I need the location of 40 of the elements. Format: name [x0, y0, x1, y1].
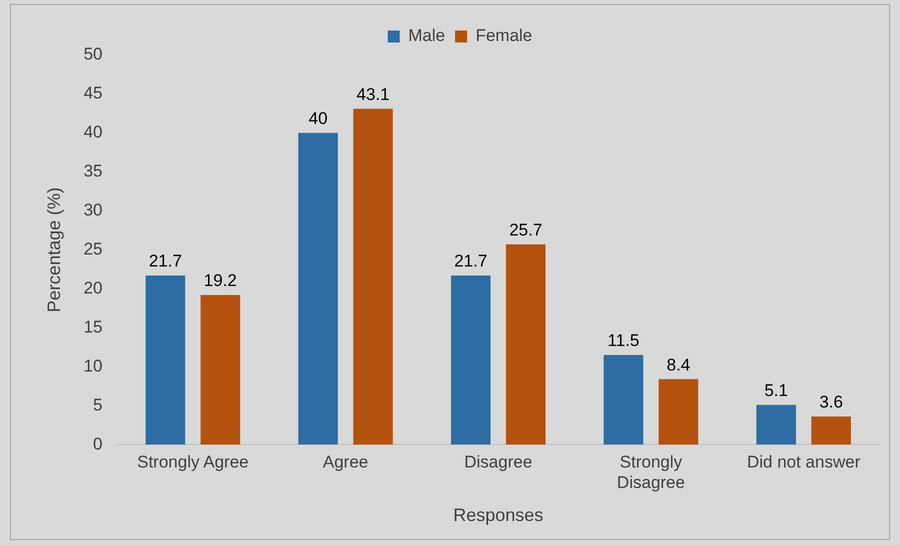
data-label: 19.2	[204, 271, 237, 290]
y-axis-title: Percentage (%)	[44, 187, 64, 312]
bar	[506, 244, 546, 445]
bar	[200, 294, 240, 445]
y-tick-label: 45	[84, 84, 103, 103]
bar	[146, 276, 186, 445]
y-tick-label: 40	[84, 122, 103, 142]
y-tick-label: 30	[84, 200, 103, 220]
legend-label: Male	[408, 26, 446, 46]
x-tick-label: Disagree	[464, 452, 532, 472]
x-tick-label: Strongly Disagree	[616, 452, 685, 492]
data-label: 25.7	[509, 220, 542, 240]
bar	[658, 379, 698, 445]
y-tick-label: 5	[93, 395, 103, 414]
y-tick-label: 20	[84, 278, 103, 298]
data-label: 40	[308, 109, 328, 128]
data-label: 43.1	[356, 84, 390, 104]
data-label: 11.5	[608, 331, 640, 350]
y-tick-label: 35	[84, 162, 103, 181]
y-tick-label: 0	[93, 434, 103, 454]
x-tick-label: Strongly Agree	[137, 452, 249, 472]
bar	[353, 108, 393, 445]
x-tick-label: Did not answer	[746, 452, 861, 472]
bar	[756, 404, 796, 445]
data-label: 21.7	[148, 252, 182, 271]
data-label: 3.6	[819, 392, 843, 412]
data-label: 21.7	[454, 252, 488, 271]
y-tick-label: 50	[84, 44, 103, 64]
y-tick-label: 25	[84, 239, 103, 258]
bar	[298, 132, 338, 445]
data-label: 5.1	[764, 381, 788, 400]
y-tick-label: 10	[84, 356, 103, 376]
bar	[450, 276, 491, 445]
bar	[604, 354, 644, 445]
legend-label: Female	[476, 26, 532, 46]
x-axis-title: Responses	[453, 505, 544, 526]
x-tick-label: Agree	[322, 452, 368, 472]
bar	[811, 416, 851, 445]
y-tick-label: 15	[84, 317, 103, 336]
data-label: 8.4	[666, 355, 690, 374]
